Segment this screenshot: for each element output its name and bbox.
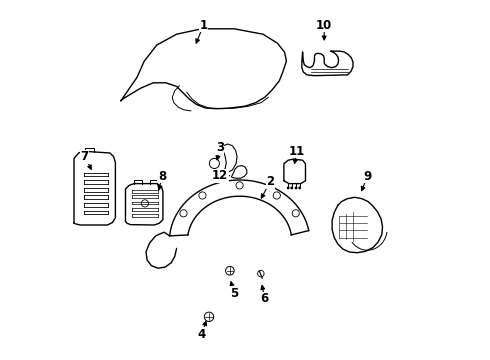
- Text: 10: 10: [316, 19, 332, 32]
- Text: 6: 6: [261, 292, 269, 305]
- Text: 8: 8: [158, 170, 166, 183]
- Circle shape: [294, 186, 297, 189]
- Circle shape: [287, 186, 290, 189]
- Text: 4: 4: [197, 328, 206, 341]
- Circle shape: [298, 186, 301, 189]
- Text: 12: 12: [212, 169, 228, 182]
- Text: 9: 9: [363, 170, 371, 183]
- Text: 1: 1: [199, 19, 208, 32]
- Text: 3: 3: [216, 141, 224, 154]
- Text: 11: 11: [289, 145, 305, 158]
- Text: 5: 5: [230, 287, 238, 300]
- Circle shape: [291, 186, 293, 189]
- Text: 2: 2: [266, 175, 274, 188]
- Text: 7: 7: [81, 150, 89, 163]
